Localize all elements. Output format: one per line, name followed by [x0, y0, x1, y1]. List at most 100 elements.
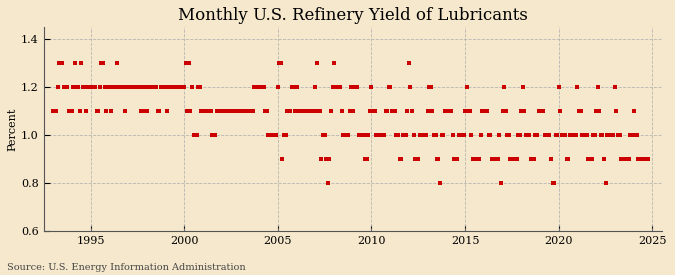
Point	[136, 85, 147, 89]
Point	[174, 85, 185, 89]
Point	[86, 85, 97, 89]
Point	[132, 85, 142, 89]
Point	[591, 109, 601, 113]
Point	[57, 61, 68, 65]
Point	[232, 109, 242, 113]
Point	[49, 109, 60, 113]
Point	[55, 61, 66, 65]
Point	[224, 109, 235, 113]
Point	[569, 133, 580, 137]
Point	[109, 85, 119, 89]
Point	[563, 157, 574, 161]
Point	[416, 133, 427, 137]
Point	[618, 157, 628, 161]
Point	[502, 133, 512, 137]
Point	[519, 109, 530, 113]
Point	[371, 133, 381, 137]
Point	[330, 85, 341, 89]
Point	[336, 109, 347, 113]
Point	[296, 109, 306, 113]
Point	[447, 133, 458, 137]
Point	[400, 133, 411, 137]
Point	[530, 133, 541, 137]
Point	[497, 109, 508, 113]
Point	[624, 157, 634, 161]
Point	[535, 109, 545, 113]
Point	[344, 109, 355, 113]
Point	[304, 109, 315, 113]
Point	[619, 157, 630, 161]
Point	[126, 85, 136, 89]
Point	[230, 109, 241, 113]
Point	[148, 85, 159, 89]
Point	[456, 133, 467, 137]
Point	[300, 109, 311, 113]
Point	[191, 133, 202, 137]
Point	[123, 85, 134, 89]
Point	[350, 85, 361, 89]
Point	[435, 181, 446, 185]
Point	[536, 109, 547, 113]
Point	[269, 133, 280, 137]
Point	[63, 109, 74, 113]
Point	[493, 157, 504, 161]
Point	[608, 133, 619, 137]
Point	[221, 109, 232, 113]
Point	[53, 85, 63, 89]
Point	[446, 109, 456, 113]
Point	[268, 133, 279, 137]
Point	[513, 133, 524, 137]
Point	[154, 109, 165, 113]
Point	[592, 85, 603, 89]
Point	[419, 133, 430, 137]
Point	[134, 85, 144, 89]
Point	[430, 133, 441, 137]
Point	[259, 85, 269, 89]
Point	[80, 109, 91, 113]
Point	[477, 109, 488, 113]
Point	[372, 133, 383, 137]
Point	[520, 133, 531, 137]
Point	[338, 133, 349, 137]
Point	[140, 85, 151, 89]
Point	[410, 157, 421, 161]
Point	[549, 181, 560, 185]
Point	[143, 85, 154, 89]
Point	[631, 133, 642, 137]
Point	[204, 109, 215, 113]
Point	[533, 109, 544, 113]
Point	[196, 109, 207, 113]
Point	[423, 109, 433, 113]
Point	[439, 109, 450, 113]
Point	[308, 109, 319, 113]
Point	[529, 157, 539, 161]
Point	[51, 109, 61, 113]
Point	[394, 157, 405, 161]
Point	[413, 157, 424, 161]
Point	[254, 85, 265, 89]
Point	[48, 109, 59, 113]
Point	[223, 109, 234, 113]
Point	[54, 61, 65, 65]
Point	[200, 109, 211, 113]
Point	[115, 85, 126, 89]
Point	[393, 133, 404, 137]
Point	[243, 109, 254, 113]
Point	[323, 181, 333, 185]
Point	[157, 85, 167, 89]
Point	[547, 181, 558, 185]
Point	[466, 133, 477, 137]
Point	[578, 133, 589, 137]
Point	[198, 109, 209, 113]
Point	[399, 133, 410, 137]
Text: Source: U.S. Energy Information Administration: Source: U.S. Energy Information Administ…	[7, 263, 246, 272]
Point	[450, 157, 461, 161]
Point	[361, 157, 372, 161]
Point	[285, 109, 296, 113]
Point	[193, 85, 204, 89]
Point	[349, 85, 360, 89]
Point	[176, 85, 186, 89]
Point	[550, 133, 561, 137]
Point	[319, 133, 330, 137]
Point	[441, 109, 452, 113]
